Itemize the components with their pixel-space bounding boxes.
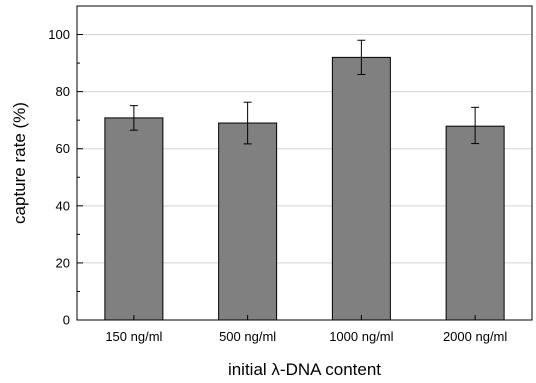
y-tick-label-0: 0: [63, 313, 70, 328]
error-bars: [129, 39, 480, 145]
error-bar-3: [357, 39, 366, 76]
x-axis-title: initial λ-DNA content: [228, 360, 381, 379]
y-tick-label-60: 60: [56, 141, 70, 156]
y-tick-label-100: 100: [48, 27, 70, 42]
error-bar-1: [129, 105, 138, 131]
x-tick-label-1: 150 ng/ml: [105, 329, 162, 344]
bars: [104, 56, 505, 321]
bar-1: [104, 117, 164, 321]
bar-2: [218, 122, 278, 321]
bar-3: [331, 56, 391, 321]
y-tick-label-40: 40: [56, 198, 70, 213]
error-bar-4: [471, 106, 480, 145]
y-tick-label-20: 20: [56, 255, 70, 270]
error-bar-2: [243, 101, 252, 145]
y-axis-title: capture rate (%): [10, 102, 29, 224]
axis-ticks: [77, 5, 476, 321]
y-tick-labels: 0 20 40 60 80 100: [48, 27, 70, 327]
x-tick-label-4: 2000 ng/ml: [443, 329, 507, 344]
x-tick-label-2: 500 ng/ml: [219, 329, 276, 344]
x-tick-labels: 150 ng/ml 500 ng/ml 1000 ng/ml 2000 ng/ml: [105, 329, 507, 344]
x-tick-label-3: 1000 ng/ml: [329, 329, 393, 344]
bar-4: [445, 125, 505, 321]
plot-frame: [76, 5, 533, 321]
y-tick-label-80: 80: [56, 84, 70, 99]
